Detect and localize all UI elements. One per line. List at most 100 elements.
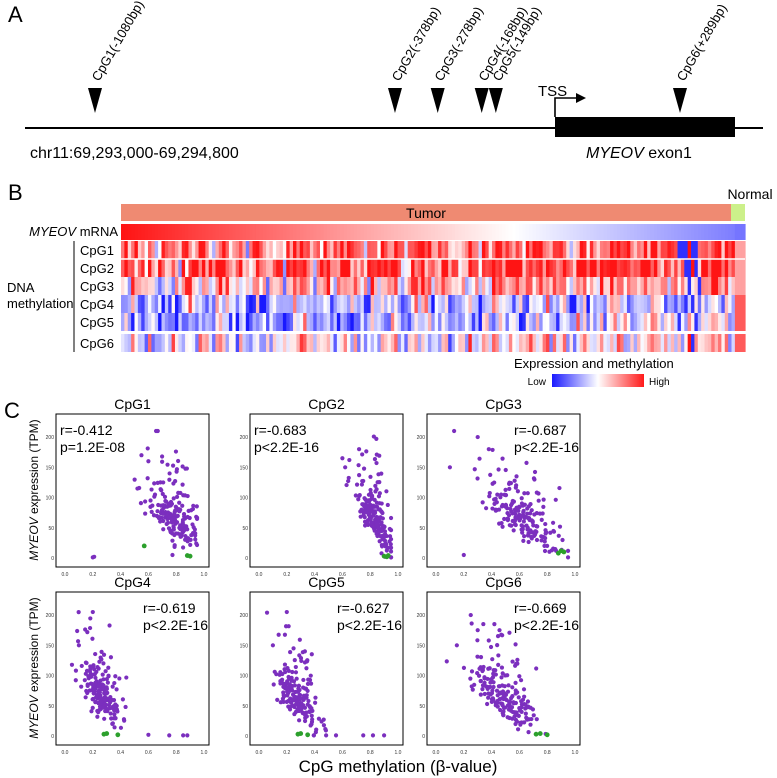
heatmap-methylation-cell xyxy=(303,259,308,277)
heatmap-methylation-cell xyxy=(653,334,658,352)
heatmap-methylation-cell xyxy=(522,277,527,295)
data-point xyxy=(118,725,124,730)
heatmap-methylation-cell xyxy=(599,295,604,313)
heatmap-methylation-cell xyxy=(532,259,537,277)
heatmap-methylation-cell xyxy=(255,334,260,352)
heatmap-methylation-cell xyxy=(336,295,341,313)
data-point xyxy=(528,502,533,507)
data-point xyxy=(478,655,484,660)
data-point xyxy=(515,489,520,494)
legend-title: Expression and methylation xyxy=(514,356,674,371)
data-point xyxy=(85,683,90,689)
heatmap-methylation-cell xyxy=(326,313,331,331)
heatmap-methylation-cell xyxy=(124,241,129,259)
data-point xyxy=(384,489,389,494)
heatmap-methylation-cell xyxy=(738,295,743,313)
heatmap-methylation-cell xyxy=(461,334,466,352)
heatmap-methylation-cell xyxy=(593,241,598,259)
data-point xyxy=(528,530,533,535)
data-point xyxy=(470,687,475,692)
y-tick-label: 100 xyxy=(417,496,426,502)
heatmap-methylation-cell xyxy=(178,277,183,295)
heatmap-methylation-cell xyxy=(620,277,625,295)
data-point xyxy=(308,723,313,728)
normal-data-point xyxy=(385,553,391,558)
heatmap-methylation-cell xyxy=(438,313,443,331)
heatmap-methylation-cell xyxy=(630,313,635,331)
heatmap-methylation-cell xyxy=(691,295,696,313)
data-point xyxy=(170,463,176,468)
heatmap-methylation-cell xyxy=(434,313,439,331)
heatmap-methylation-cell xyxy=(606,313,611,331)
data-point xyxy=(189,532,194,538)
heatmap-methylation-cell xyxy=(350,259,355,277)
data-point xyxy=(514,516,519,521)
data-point xyxy=(160,491,165,497)
data-point xyxy=(286,689,291,695)
data-point xyxy=(167,733,172,738)
heatmap-methylation-cell xyxy=(562,313,567,331)
heatmap-methylation-cell xyxy=(316,241,321,259)
heatmap-methylation-cell xyxy=(579,277,584,295)
heatmap-mrna-cell xyxy=(195,224,200,240)
data-point xyxy=(483,684,489,689)
heatmap-methylation-cell xyxy=(390,241,395,259)
data-point xyxy=(469,669,475,674)
heatmap-methylation-cell xyxy=(441,241,446,259)
heatmap-methylation-cell xyxy=(215,295,220,313)
heatmap-methylation-cell xyxy=(174,295,179,313)
data-point xyxy=(379,520,384,525)
data-point xyxy=(114,687,119,692)
heatmap-methylation-cell xyxy=(293,277,297,295)
heatmap-methylation-cell xyxy=(208,277,213,295)
data-point xyxy=(486,638,491,643)
heatmap-mrna-cell xyxy=(390,224,395,240)
heatmap-methylation-cell xyxy=(380,313,385,331)
heatmap-methylation-cell xyxy=(414,295,419,313)
data-point xyxy=(472,467,477,472)
heatmap-methylation-cell xyxy=(630,277,635,295)
data-point xyxy=(308,681,314,686)
x-tick-label: 0.0 xyxy=(256,572,263,578)
heatmap-mrna-cell xyxy=(266,224,271,240)
ylabel-top: MYEOV expression (TPM) xyxy=(27,419,41,560)
heatmap-methylation-cell xyxy=(664,241,669,259)
heatmap-methylation-cell xyxy=(370,259,375,277)
heatmap-methylation-cell xyxy=(465,313,470,331)
heatmap-mrna-cell xyxy=(593,224,598,240)
data-point xyxy=(542,539,547,544)
data-point xyxy=(375,533,380,539)
heatmap-mrna-cell xyxy=(542,224,547,240)
heatmap-mrna-cell xyxy=(512,224,517,240)
heatmap-methylation-cell xyxy=(569,259,574,277)
heatmap-methylation-cell xyxy=(431,241,436,259)
data-point xyxy=(305,702,310,707)
heatmap-methylation-cell xyxy=(451,313,456,331)
data-point xyxy=(444,659,449,664)
data-point xyxy=(368,487,373,493)
data-point xyxy=(180,482,185,487)
heatmap-methylation-cell xyxy=(316,313,321,331)
heatmap-methylation-cell xyxy=(262,313,267,331)
heatmap-mrna-cell xyxy=(687,224,692,240)
heatmap-methylation-cell xyxy=(610,259,615,277)
heatmap-methylation-cell xyxy=(589,295,594,313)
heatmap-methylation-cell xyxy=(346,241,351,259)
heatmap-methylation-cell xyxy=(626,241,631,259)
y-tick-label: 0 xyxy=(245,734,248,740)
heatmap-methylation-cell xyxy=(137,313,142,331)
correlation-r: r=-0.669 xyxy=(514,600,567,616)
data-point xyxy=(490,481,495,486)
heatmap-methylation-cell xyxy=(370,277,375,295)
heatmap-methylation-cell xyxy=(704,277,709,295)
heatmap-mrna-cell xyxy=(394,224,399,240)
heatmap-methylation-cell xyxy=(559,313,564,331)
heatmap-mrna-cell xyxy=(353,224,358,240)
heatmap-row-label: CpG2 xyxy=(80,261,114,276)
heatmap-methylation-cell xyxy=(333,313,338,331)
data-point xyxy=(310,717,315,722)
heatmap-methylation-cell xyxy=(198,334,203,352)
heatmap-methylation-cell xyxy=(441,313,446,331)
heatmap-methylation-cell xyxy=(535,259,540,277)
heatmap-methylation-cell xyxy=(711,241,716,259)
